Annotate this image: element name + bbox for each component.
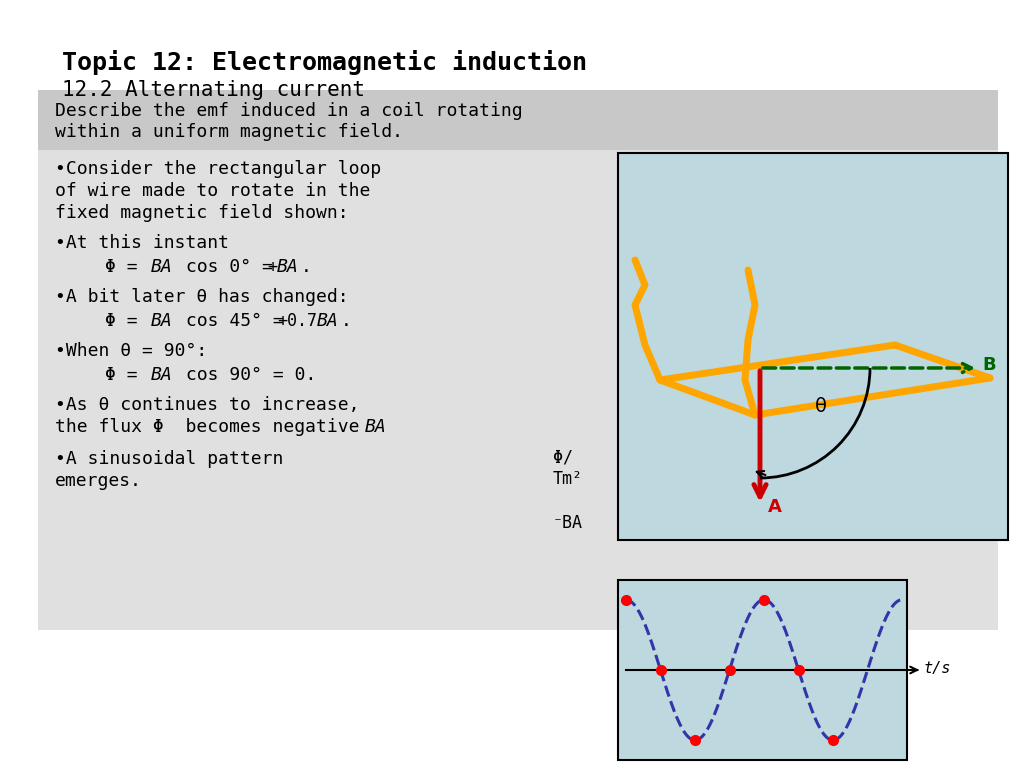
Text: •When θ = 90°:: •When θ = 90°:	[55, 342, 207, 360]
Text: Φ =: Φ =	[105, 312, 148, 330]
Text: t/s: t/s	[924, 660, 951, 676]
Text: fixed magnetic field shown:: fixed magnetic field shown:	[55, 204, 348, 222]
Text: ⁻BA: ⁻BA	[553, 514, 583, 532]
Text: Describe the emf induced in a coil rotating: Describe the emf induced in a coil rotat…	[55, 102, 522, 120]
Text: •A bit later θ has changed:: •A bit later θ has changed:	[55, 288, 348, 306]
Text: +: +	[267, 258, 278, 276]
Text: +0.7: +0.7	[278, 312, 317, 330]
Text: •At this instant: •At this instant	[55, 234, 229, 252]
Text: Φ/: Φ/	[553, 448, 573, 466]
Text: 12.2 Alternating current: 12.2 Alternating current	[62, 80, 365, 100]
Text: BA: BA	[365, 418, 387, 436]
Text: BA: BA	[151, 366, 173, 384]
Text: A: A	[768, 498, 782, 516]
Text: the flux Φ  becomes negative: the flux Φ becomes negative	[55, 418, 359, 436]
Bar	[618, 580, 907, 760]
Text: θ: θ	[815, 397, 827, 416]
Text: B: B	[982, 356, 995, 374]
Text: .: .	[301, 258, 312, 276]
Text: •A sinusoidal pattern: •A sinusoidal pattern	[55, 450, 284, 468]
Text: Φ =: Φ =	[105, 258, 148, 276]
Text: .: .	[341, 312, 352, 330]
Bar	[38, 90, 998, 150]
Text: BA: BA	[151, 258, 173, 276]
Text: within a uniform magnetic field.: within a uniform magnetic field.	[55, 123, 403, 141]
Text: •As θ continues to increase,: •As θ continues to increase,	[55, 396, 359, 414]
Text: Tm²: Tm²	[553, 470, 583, 488]
Text: of wire made to rotate in the: of wire made to rotate in the	[55, 182, 371, 200]
Text: cos 0° =: cos 0° =	[175, 258, 284, 276]
Text: BA: BA	[278, 258, 299, 276]
Text: cos 90° = 0.: cos 90° = 0.	[175, 366, 316, 384]
Text: •Consider the rectangular loop: •Consider the rectangular loop	[55, 160, 381, 178]
Text: cos 45° =: cos 45° =	[175, 312, 295, 330]
Text: BA: BA	[151, 312, 173, 330]
Text: emerges.: emerges.	[55, 472, 142, 490]
Text: BA: BA	[317, 312, 339, 330]
Text: Topic 12: Electromagnetic induction: Topic 12: Electromagnetic induction	[62, 50, 587, 75]
Text: Φ =: Φ =	[105, 366, 148, 384]
Bar	[38, 90, 998, 630]
Bar	[618, 153, 1008, 540]
